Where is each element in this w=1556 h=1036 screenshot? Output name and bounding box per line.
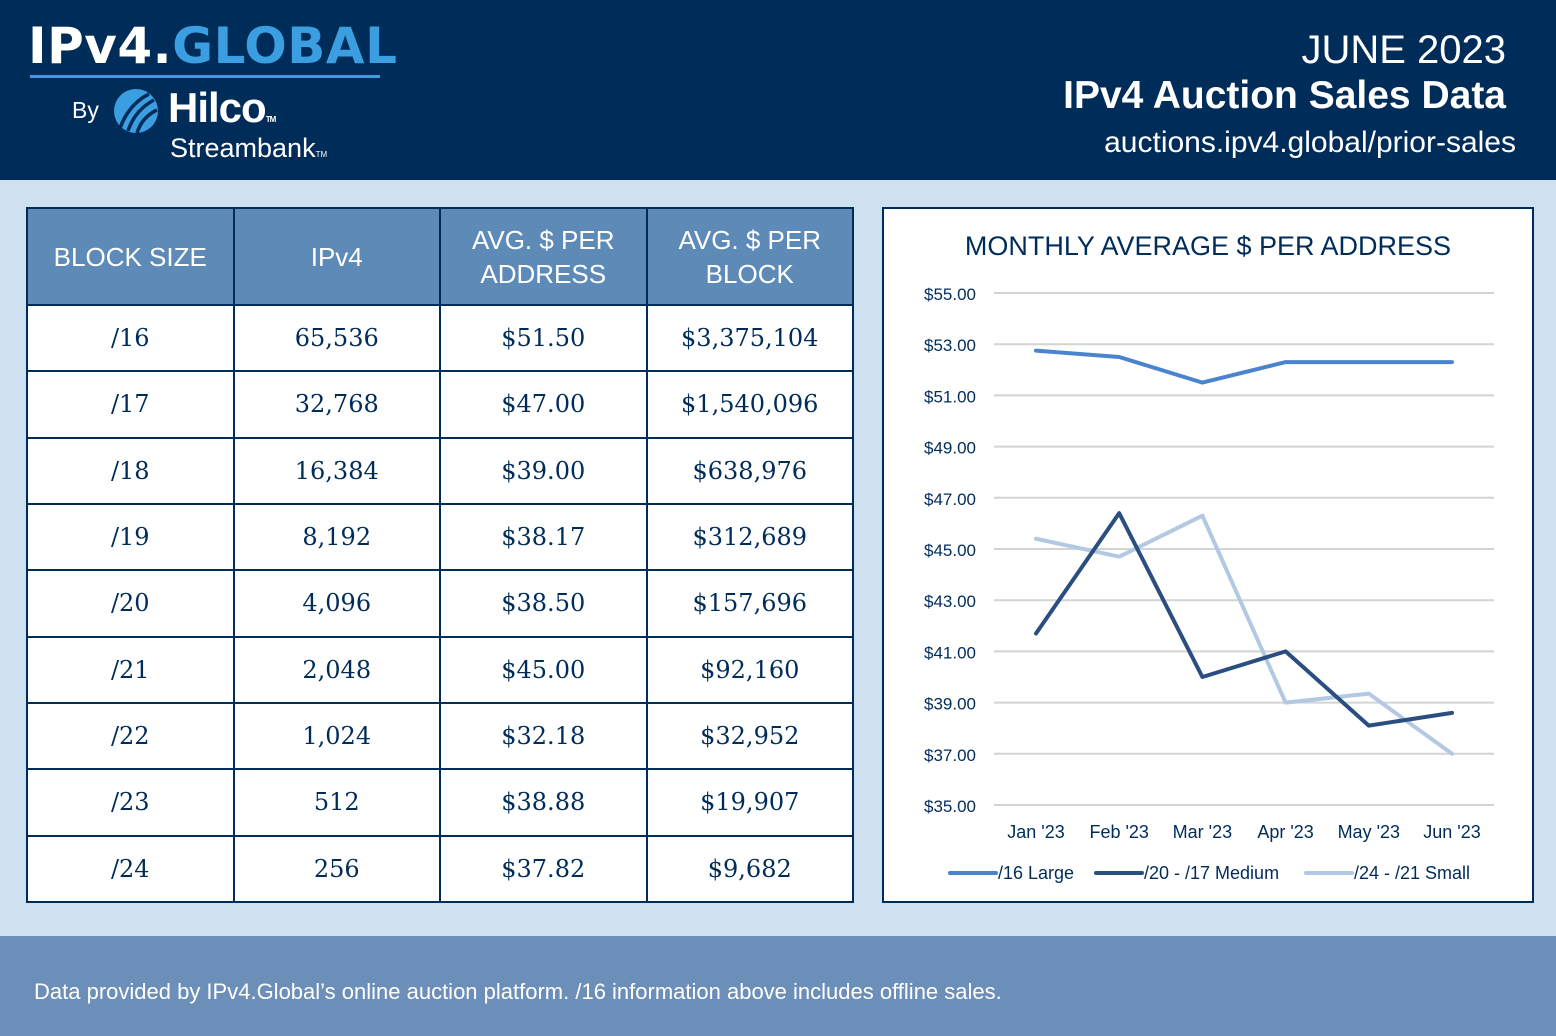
logo-underline [30, 75, 380, 78]
sales-table: BLOCK SIZE IPv4 AVG. $ PER ADDRESS AVG. $… [26, 207, 854, 904]
table-row: /19 8,192 $38.17 $312,689 [26, 502, 854, 572]
table-cell: $38.88 [439, 768, 648, 837]
table-cell: /22 [26, 701, 235, 771]
table-header-row: BLOCK SIZE IPv4 AVG. $ PER ADDRESS AVG. $… [26, 207, 854, 306]
table-cell: $9,682 [645, 834, 854, 904]
header-banner: IPv4.GLOBAL By HilcoTM StreambankTM JUNE… [0, 0, 1556, 180]
table-cell: 4,096 [232, 569, 441, 638]
x-tick-label: Mar '23 [1173, 822, 1232, 842]
streambank-trademark: TM [315, 150, 328, 159]
table-cell: /19 [26, 502, 235, 572]
table-row: /16 65,536 $51.50 $3,375,104 [26, 303, 854, 373]
table-cell: $638,976 [645, 436, 854, 505]
ipv4-global-logo: IPv4.GLOBAL [28, 16, 397, 76]
y-tick-label: $51.00 [924, 387, 976, 406]
table-cell: $32.18 [439, 701, 648, 771]
table-cell: $37.82 [439, 834, 648, 904]
y-tick-label: $41.00 [924, 643, 976, 662]
hilco-mark-icon [114, 89, 158, 134]
table-cell: $19,907 [645, 768, 854, 837]
chart-panel: MONTHLY AVERAGE $ PER ADDRESS $55.00 $53.… [882, 207, 1534, 903]
hilco-trademark: TM [265, 115, 277, 124]
x-tick-label: May '23 [1338, 822, 1400, 842]
legend-label: /24 - /21 Small [1354, 863, 1470, 883]
logo-by-text: By [72, 97, 99, 123]
table-cell: 2,048 [232, 635, 441, 704]
line-chart: $55.00 $53.00 $51.00 $49.00 $47.00 $45.00 $43.… [924, 285, 1494, 883]
table-row: /20 4,096 $38.50 $157,696 [26, 569, 854, 638]
table-cell: $312,689 [645, 502, 854, 572]
logo-hilco-text: HilcoTM [168, 84, 277, 131]
table-cell: 16,384 [232, 436, 441, 505]
chart-title: MONTHLY AVERAGE $ PER ADDRESS [964, 231, 1452, 261]
x-tick-label: Feb '23 [1089, 822, 1148, 842]
table-cell: $157,696 [645, 569, 854, 638]
table-row: /23 512 $38.88 $19,907 [26, 768, 854, 837]
logo-streambank-text: StreambankTM [170, 133, 328, 163]
y-tick-label: $37.00 [924, 746, 976, 765]
table-row: /17 32,768 $47.00 $1,540,096 [26, 370, 854, 439]
footer-note: Data provided by IPv4.Global’s online au… [34, 979, 1002, 1004]
x-tick-label: Apr '23 [1257, 822, 1313, 842]
legend-label: /16 Large [998, 863, 1074, 883]
table-cell: $92,160 [645, 635, 854, 704]
table-cell: 512 [232, 768, 441, 837]
table-cell: $45.00 [439, 635, 648, 704]
table-cell: /18 [26, 436, 235, 505]
column-header: AVG. $ PER ADDRESS [439, 207, 648, 306]
table-cell: $1,540,096 [645, 370, 854, 439]
y-tick-label: $39.00 [924, 695, 976, 714]
y-tick-label: $53.00 [924, 336, 976, 355]
y-tick-label: $55.00 [924, 285, 976, 304]
column-header: IPv4 [232, 207, 441, 306]
x-tick-label: Jun '23 [1423, 822, 1480, 842]
x-tick-label: Jan '23 [1007, 822, 1064, 842]
table-row: /24 256 $37.82 $9,682 [26, 834, 854, 904]
logo-global-text: GLOBAL [172, 17, 398, 75]
column-header: BLOCK SIZE [26, 207, 235, 306]
series-line [1034, 513, 1454, 756]
table-cell: $39.00 [439, 436, 648, 505]
table-row: /22 1,024 $32.18 $32,952 [26, 701, 854, 771]
y-tick-label: $45.00 [924, 541, 976, 560]
table-cell: 1,024 [232, 701, 441, 771]
report-url: auctions.ipv4.global/prior-sales [1104, 126, 1516, 159]
table-body: /16 65,536 $51.50 $3,375,104/17 32,768 $47.00… [26, 303, 854, 904]
table-cell: 32,768 [232, 370, 441, 439]
table-cell: /23 [26, 768, 235, 837]
column-header: AVG. $ PER BLOCK [645, 207, 854, 306]
table-cell: 8,192 [232, 502, 441, 572]
series-line [1034, 511, 1454, 728]
table-cell: /16 [26, 303, 235, 373]
y-tick-label: $49.00 [924, 439, 976, 458]
y-tick-label: $47.00 [924, 490, 976, 509]
table-row: /18 16,384 $39.00 $638,976 [26, 436, 854, 505]
table-cell: $38.17 [439, 502, 648, 572]
logo-ipv4-text: IPv4. [28, 17, 173, 75]
report-title: IPv4 Auction Sales Data [1063, 74, 1506, 117]
table-cell: $3,375,104 [645, 303, 854, 373]
table-cell: $47.00 [439, 370, 648, 439]
table-cell: 65,536 [232, 303, 441, 373]
report-date: JUNE 2023 [1301, 28, 1506, 72]
table-cell: /24 [26, 834, 235, 904]
table-cell: /21 [26, 635, 235, 704]
table-cell: $32,952 [645, 701, 854, 771]
y-tick-label: $35.00 [924, 797, 976, 816]
y-tick-label: $43.00 [924, 592, 976, 611]
table-cell: $51.50 [439, 303, 648, 373]
table-row: /21 2,048 $45.00 $92,160 [26, 635, 854, 704]
table-cell: $38.50 [439, 569, 648, 638]
footer-bar: Data provided by IPv4.Global’s online au… [0, 936, 1556, 1036]
legend-label: /20 - /17 Medium [1144, 863, 1279, 883]
table-cell: /17 [26, 370, 235, 439]
table-cell: /20 [26, 569, 235, 638]
table-cell: 256 [232, 834, 441, 904]
series-line [1034, 348, 1454, 385]
